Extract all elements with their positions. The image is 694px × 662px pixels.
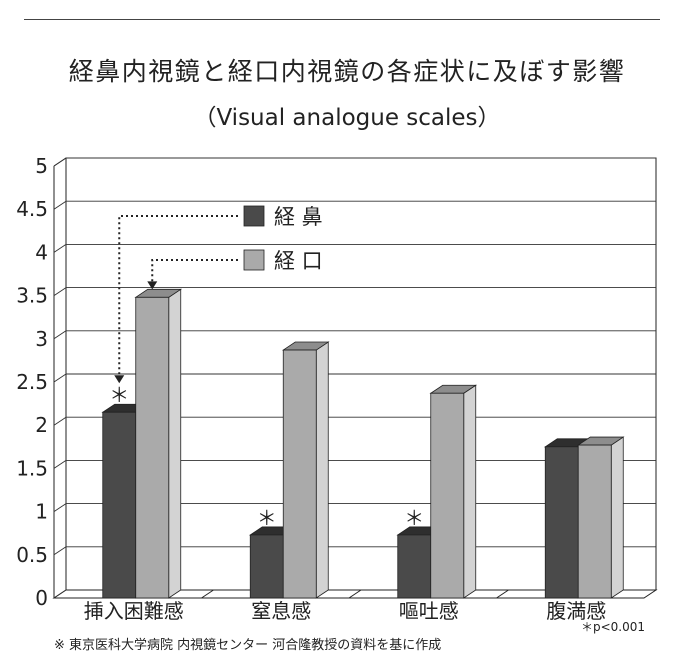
category-separator [496,589,509,599]
y-tick-label: 2 [35,413,48,437]
bar [102,411,137,599]
gridline-depth [53,287,67,296]
legend-callout-line [151,259,238,283]
bar [577,444,612,599]
legend-swatch [243,249,265,271]
bar [282,349,317,599]
legend-callout-line [118,215,238,377]
significance-marker: ＊ [257,506,277,530]
bar-side [315,341,329,599]
x-tick-label: 腹満感 [546,599,606,623]
gridline-depth [53,157,67,167]
bar-side [463,384,477,599]
gridline-depth [53,589,67,599]
gridline-depth [53,200,67,210]
chart-title: 経鼻内視鏡と経口内視鏡の各症状に及ぼす影響 [68,57,626,86]
category-separator [348,589,362,599]
y-tick-label: 2.5 [16,370,48,394]
legend-label: 経 鼻 [274,205,323,229]
legend-callout-arrowhead [114,375,125,384]
gridline-depth [53,546,67,556]
bar [397,534,432,599]
gridline-depth [53,330,67,340]
bar [135,296,170,599]
x-tick-label: 嘔吐感 [399,599,459,623]
y-tick-label: 3 [35,327,48,351]
significance-marker: ＊ [404,506,424,530]
category-separator [201,589,214,599]
bar [544,446,579,599]
y-tick-label: 1.5 [16,456,48,480]
y-tick-label: 0.5 [16,543,48,567]
y-tick-label: 3.5 [16,284,48,308]
significance-note: ＊p<0.001 [581,620,646,634]
x-tick-label: 挿入困難感 [84,599,184,623]
source-footnote: ※ 東京医科大学病院 内視鏡センター 河合隆教授の資料を基に作成 [54,638,442,653]
bar [249,534,284,599]
bar-side [610,436,624,599]
significance-marker: ＊ [109,383,129,407]
legend-label: 経 口 [274,249,323,273]
y-tick-label: 4 [35,240,48,264]
legend-callout-arrowhead [147,281,158,290]
gridline-depth [53,416,67,426]
bar [430,392,465,599]
gridline-depth [53,244,67,253]
y-tick-label: 4.5 [16,197,48,221]
y-tick-label: 0 [35,586,48,610]
y-tick-label: 5 [35,154,48,178]
bar-side [168,288,182,599]
chart-subtitle: （Visual analogue scales） [193,105,501,131]
gridline-depth [53,460,67,469]
x-tick-label: 窒息感 [251,599,311,623]
top-rule [24,19,660,20]
gridline-depth [53,373,67,383]
y-tick-label: 1 [35,500,48,524]
legend-swatch [243,205,265,227]
gridline-depth [53,503,67,512]
